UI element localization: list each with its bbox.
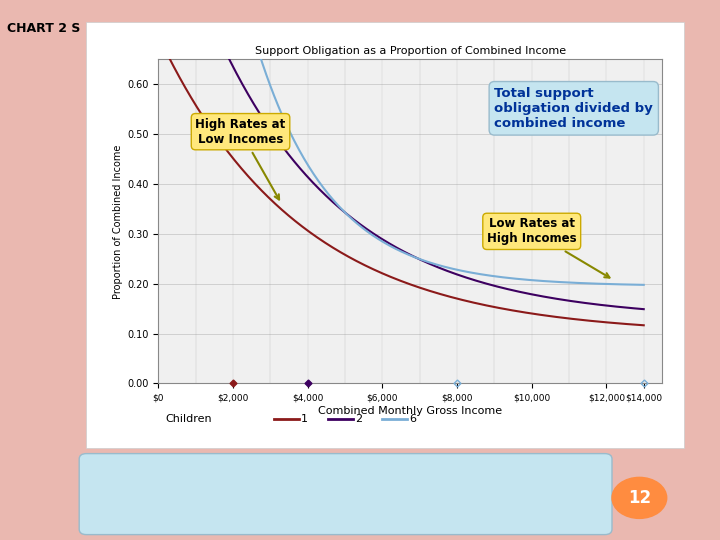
- Text: 1: 1: [301, 414, 308, 423]
- Y-axis label: Proportion of Combined Income: Proportion of Combined Income: [113, 144, 123, 299]
- Text: CHART 2 S: CHART 2 S: [7, 22, 81, 36]
- Text: High Rates at
Low Incomes: High Rates at Low Incomes: [195, 118, 286, 199]
- Text: rate: rate: [182, 470, 213, 485]
- Title: Support Obligation as a Proportion of Combined Income: Support Obligation as a Proportion of Co…: [255, 46, 566, 56]
- Text: combined: combined: [254, 503, 338, 518]
- Text: Children: Children: [166, 414, 212, 423]
- Text: Dad pays on his income: Dad pays on his income: [207, 470, 395, 485]
- Text: income.): income.): [308, 503, 380, 518]
- Text: 6: 6: [409, 414, 416, 423]
- Text: Total support
obligation divided by
combined income: Total support obligation divided by comb…: [495, 87, 653, 130]
- Text: depends on the parents’: depends on the parents’: [104, 503, 297, 518]
- X-axis label: Combined Monthly Gross Income: Combined Monthly Gross Income: [318, 406, 503, 416]
- Text: (The support: (The support: [104, 470, 207, 485]
- Text: 2: 2: [355, 414, 362, 423]
- Text: Low Rates at
High Incomes: Low Rates at High Incomes: [487, 218, 609, 278]
- Text: 12: 12: [628, 489, 651, 507]
